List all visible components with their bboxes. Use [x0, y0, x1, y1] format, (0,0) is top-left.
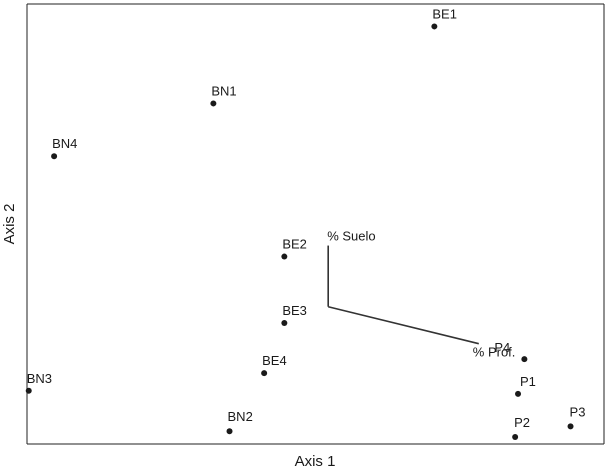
point-label-be1: BE1	[432, 6, 457, 21]
point-be3	[281, 320, 288, 326]
point-label-bn3: BN3	[27, 371, 52, 386]
point-label-bn2: BN2	[228, 409, 253, 424]
point-label-be3: BE3	[282, 303, 307, 318]
point-label-be2: BE2	[282, 237, 307, 252]
y-axis-label: Axis 2	[1, 204, 18, 245]
plot-frame	[26, 3, 605, 445]
vector-label-0: % Suelo	[327, 229, 375, 244]
point-label-bn4: BN4	[52, 136, 77, 151]
point-bn4	[51, 153, 58, 160]
vector-layer: % Suelo % Prof.	[327, 229, 515, 360]
point-be1	[431, 23, 438, 30]
point-label-be4: BE4	[262, 353, 287, 368]
x-axis-label: Axis 1	[295, 453, 336, 467]
point-bn3	[25, 387, 32, 394]
point-bn1	[210, 100, 217, 107]
point-label-p1: P1	[520, 374, 536, 389]
point-bn2	[226, 428, 233, 435]
points-layer: BE1 BN1 BN4 BE2 BE3 BE4 BN3 BN2 P4 P1 P2 P3	[25, 6, 586, 440]
point-label-p3: P3	[570, 404, 586, 419]
point-label-p2: P2	[514, 415, 530, 430]
point-be4	[261, 370, 268, 377]
point-p4	[521, 356, 528, 363]
point-be2	[281, 253, 288, 260]
point-label-p4: P4	[494, 340, 510, 355]
point-p2	[512, 433, 519, 440]
vector-line-1	[328, 305, 479, 345]
point-p1	[515, 390, 522, 397]
vector-label-1: % Prof.	[473, 345, 516, 360]
point-p3	[567, 423, 574, 430]
point-label-bn1: BN1	[211, 83, 236, 98]
